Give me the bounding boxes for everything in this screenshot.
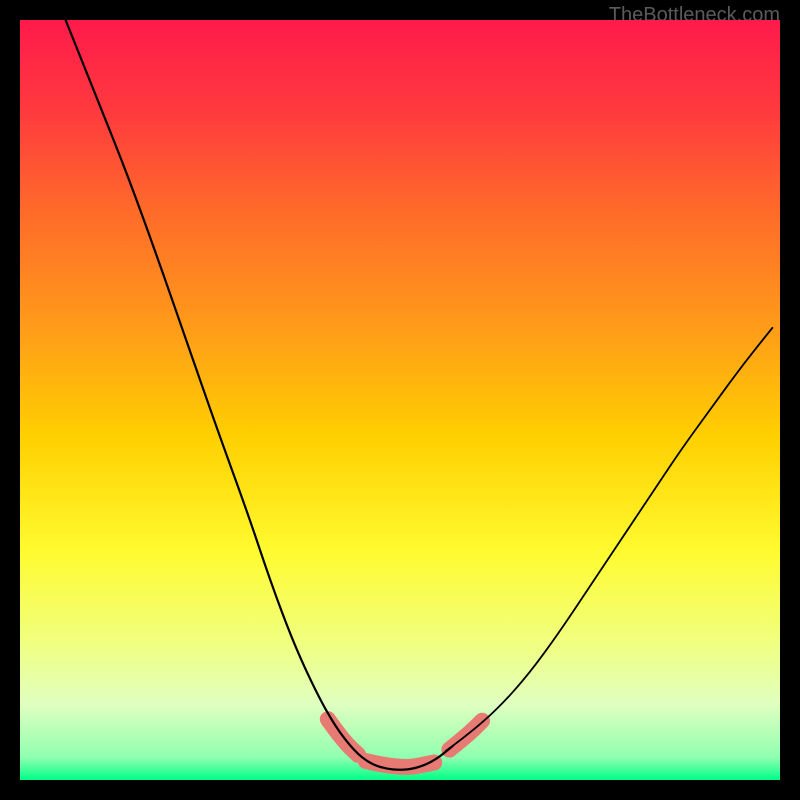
- gradient-v-chart: [0, 0, 800, 800]
- chart-background: [20, 20, 780, 780]
- chart-frame: TheBottleneck.com: [0, 0, 800, 800]
